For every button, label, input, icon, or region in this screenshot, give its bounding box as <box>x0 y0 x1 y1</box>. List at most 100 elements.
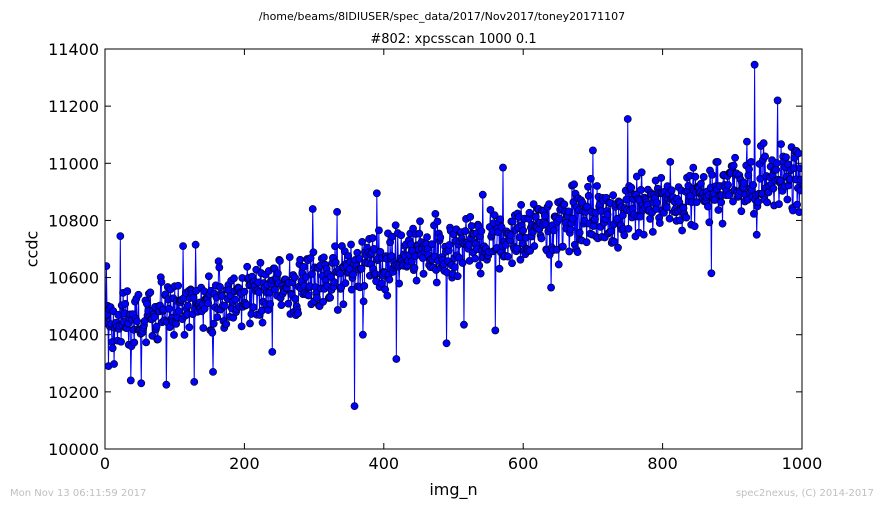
data-point <box>331 242 339 251</box>
data-point <box>204 272 213 281</box>
x-tick-label: 0 <box>100 454 110 473</box>
data-point <box>692 198 701 207</box>
data-point <box>333 207 341 216</box>
data-point <box>678 226 687 235</box>
data-point <box>142 299 151 308</box>
data-point <box>220 301 229 310</box>
data-point <box>794 149 802 158</box>
data-point <box>531 212 540 221</box>
data-point <box>740 178 749 187</box>
data-point <box>796 164 802 173</box>
data-point <box>783 195 792 204</box>
data-point <box>357 264 366 273</box>
data-point <box>636 212 645 221</box>
data-point <box>575 228 584 237</box>
data-point <box>697 179 705 188</box>
data-point <box>773 159 781 167</box>
data-point <box>729 197 737 206</box>
plot-area <box>105 60 802 411</box>
data-point <box>458 259 467 267</box>
data-point <box>191 240 200 249</box>
axes: 0 200 400 600 800 1000 10000 10200 10400 10600 108… <box>48 40 822 473</box>
data-point <box>416 217 424 226</box>
data-point <box>255 288 263 297</box>
data-point <box>179 242 187 251</box>
data-point <box>243 262 252 271</box>
data-point <box>519 226 528 235</box>
y-tick-label: 10200 <box>48 383 99 402</box>
data-point <box>392 355 401 363</box>
data-point <box>230 274 238 283</box>
data-point <box>731 153 739 162</box>
data-point <box>461 227 470 235</box>
data-point <box>215 263 224 272</box>
data-point <box>704 202 712 211</box>
data-point <box>200 304 209 313</box>
data-point <box>130 338 139 347</box>
data-point <box>691 172 700 181</box>
data-point <box>397 231 406 240</box>
data-point <box>134 290 143 299</box>
data-point <box>724 181 733 189</box>
footer-credit: spec2nexus, (C) 2014-2017 <box>735 488 874 499</box>
data-point <box>415 229 424 238</box>
data-point <box>339 300 348 309</box>
data-point <box>503 252 512 261</box>
data-point <box>496 215 505 224</box>
data-point <box>375 226 383 235</box>
y-tick-label: 11400 <box>48 40 99 59</box>
data-point <box>436 233 445 242</box>
data-point <box>564 207 573 216</box>
data-point <box>296 255 305 264</box>
data-point <box>614 243 622 252</box>
data-point <box>277 301 286 309</box>
data-point <box>490 211 499 220</box>
data-point <box>573 248 582 257</box>
data-point <box>258 318 267 327</box>
data-point <box>724 191 733 200</box>
data-point <box>432 278 441 287</box>
data-point <box>584 191 593 200</box>
chart-title: #802: xpcsscan 1000 0.1 <box>370 32 537 47</box>
data-point <box>146 288 155 297</box>
data-point <box>150 313 159 322</box>
data-point <box>743 137 751 146</box>
data-point <box>209 367 217 376</box>
data-point <box>729 161 738 170</box>
y-tick-label: 10600 <box>48 269 99 288</box>
data-point <box>750 60 759 69</box>
data-point <box>648 227 657 236</box>
data-point <box>565 247 574 256</box>
data-point <box>513 244 521 253</box>
data-point <box>360 282 369 290</box>
data-point <box>301 273 310 282</box>
data-point <box>427 240 436 248</box>
data-point <box>609 191 618 200</box>
data-point <box>467 222 476 230</box>
data-point <box>745 165 753 174</box>
data-point <box>199 324 208 332</box>
data-point <box>568 214 577 223</box>
data-point <box>213 313 222 322</box>
data-point <box>560 200 569 209</box>
data-point <box>368 234 377 242</box>
data-point <box>116 232 125 241</box>
data-point <box>699 173 708 181</box>
data-point <box>174 281 183 290</box>
data-point <box>162 380 171 389</box>
data-point <box>627 183 636 192</box>
data-point <box>312 293 321 302</box>
data-point <box>583 202 592 211</box>
data-point <box>154 335 162 344</box>
data-point <box>294 309 302 318</box>
x-tick-label: 800 <box>647 454 678 473</box>
data-point <box>797 175 802 184</box>
data-point <box>358 330 367 339</box>
data-point <box>708 170 716 179</box>
data-point <box>372 189 381 198</box>
y-tick-label: 11200 <box>48 97 99 116</box>
data-point <box>623 115 632 123</box>
series-group <box>105 60 802 411</box>
data-point <box>268 347 277 356</box>
